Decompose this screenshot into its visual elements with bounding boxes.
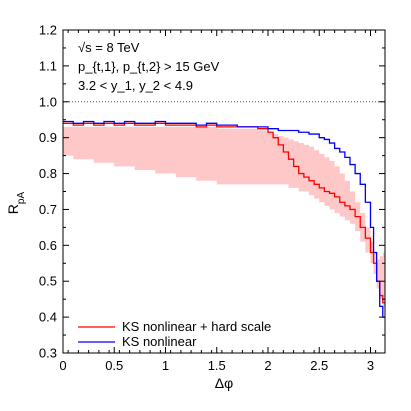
- uncertainty-band: [63, 126, 385, 307]
- x-axis-label: Δφ: [215, 375, 233, 391]
- x-tick-label-2: 1: [162, 358, 169, 373]
- x-tick-label-1: 0.5: [105, 358, 123, 373]
- legend: KS nonlinear + hard scale KS nonlinear: [78, 319, 271, 349]
- legend-label-nonlinear: KS nonlinear: [122, 334, 197, 349]
- y-tick-label-9: 1.2: [39, 23, 57, 38]
- ticks-layer: 0 0.5 1 1.5 2 2.5 3 0.3 0.4 0.5 0.6 0.7 0.8 0.9 1.0 1.1…: [39, 23, 385, 373]
- annotation-pt-cut: p_{t,1}, p_{t,2} > 15 GeV: [78, 59, 220, 74]
- series-layer: [63, 120, 385, 318]
- series-line-0: [63, 122, 385, 304]
- annotation-energy: √s = 8 TeV: [78, 40, 140, 55]
- y-tick-label-6: 0.9: [39, 130, 57, 145]
- y-tick-label-7: 1.0: [39, 94, 57, 109]
- y-tick-label-0: 0.3: [39, 346, 57, 361]
- y-tick-label-4: 0.7: [39, 202, 57, 217]
- x-tick-label-4: 2: [264, 358, 271, 373]
- y-tick-label-8: 1.1: [39, 58, 57, 73]
- y-tick-label-5: 0.8: [39, 166, 57, 181]
- y-axis-label: RpA: [5, 191, 27, 214]
- annotation-rapidity-cut: 3.2 < y_1, y_2 < 4.9: [78, 78, 193, 93]
- series-line-1: [63, 120, 385, 318]
- y-tick-label-2: 0.5: [39, 274, 57, 289]
- legend-label-hard-scale: KS nonlinear + hard scale: [122, 319, 271, 334]
- x-tick-label-0: 0: [59, 358, 66, 373]
- y-tick-label-1: 0.4: [39, 310, 57, 325]
- y-tick-label-3: 0.6: [39, 238, 57, 253]
- x-tick-label-3: 1.5: [208, 358, 226, 373]
- x-tick-label-5: 2.5: [310, 358, 328, 373]
- uncertainty-band-layer: [63, 126, 385, 307]
- x-tick-label-6: 3: [367, 358, 374, 373]
